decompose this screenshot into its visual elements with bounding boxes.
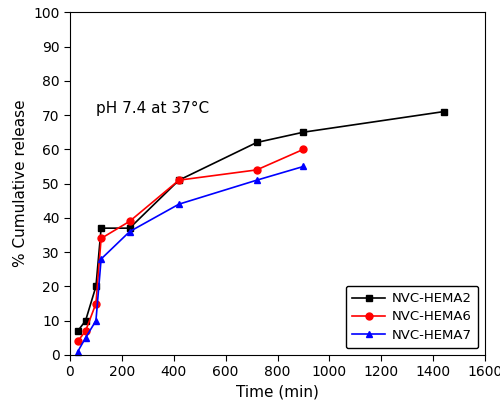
NVC-HEMA6: [300, 147, 306, 152]
NVC-HEMA2: [93, 284, 99, 289]
Text: pH 7.4 at 37°C: pH 7.4 at 37°C: [96, 101, 209, 116]
NVC-HEMA2: [254, 140, 260, 145]
NVC-HEMA7: [126, 229, 132, 234]
NVC-HEMA6: [126, 219, 132, 224]
NVC-HEMA7: [300, 164, 306, 169]
NVC-HEMA6: [93, 301, 99, 306]
NVC-HEMA7: [254, 178, 260, 183]
NVC-HEMA7: [176, 202, 182, 206]
NVC-HEMA6: [82, 328, 88, 333]
Y-axis label: % Cumulative release: % Cumulative release: [12, 100, 28, 267]
Line: NVC-HEMA7: NVC-HEMA7: [74, 163, 307, 355]
Line: NVC-HEMA2: NVC-HEMA2: [74, 108, 447, 335]
NVC-HEMA6: [75, 339, 81, 344]
Legend: NVC-HEMA2, NVC-HEMA6, NVC-HEMA7: NVC-HEMA2, NVC-HEMA6, NVC-HEMA7: [346, 286, 478, 348]
NVC-HEMA2: [440, 109, 446, 114]
NVC-HEMA6: [176, 178, 182, 183]
NVC-HEMA7: [75, 349, 81, 354]
NVC-HEMA6: [98, 236, 104, 241]
NVC-HEMA2: [98, 226, 104, 231]
Line: NVC-HEMA6: NVC-HEMA6: [74, 146, 307, 345]
NVC-HEMA2: [75, 328, 81, 333]
NVC-HEMA6: [254, 167, 260, 172]
NVC-HEMA7: [82, 335, 88, 340]
NVC-HEMA2: [300, 130, 306, 135]
NVC-HEMA2: [176, 178, 182, 183]
NVC-HEMA2: [82, 318, 88, 323]
NVC-HEMA7: [93, 318, 99, 323]
X-axis label: Time (min): Time (min): [236, 385, 319, 400]
NVC-HEMA2: [126, 226, 132, 231]
NVC-HEMA7: [98, 257, 104, 262]
